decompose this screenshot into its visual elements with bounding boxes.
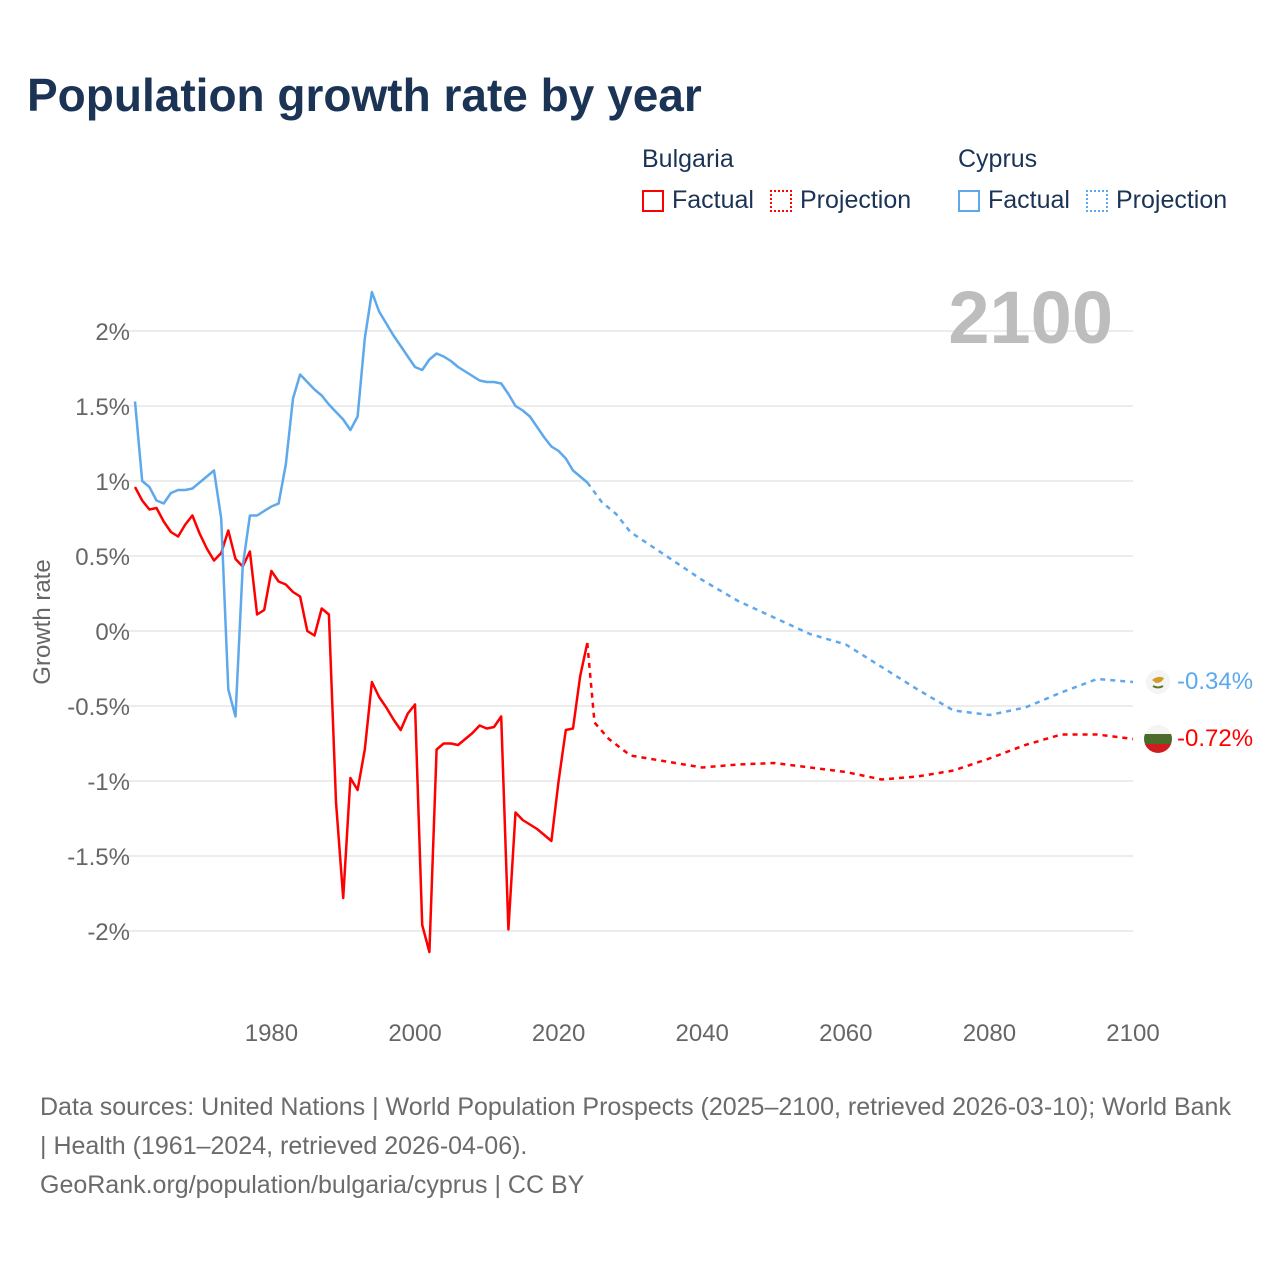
footer: Data sources: United Nations | World Pop…: [40, 1088, 1240, 1205]
x-tick-label: 2060: [819, 1020, 872, 1047]
x-tick-label: 2080: [963, 1020, 1016, 1047]
legend-label: Projection: [799, 186, 912, 214]
legend-cyprus-factual[interactable]: Factual: [958, 186, 1070, 215]
y-tick-label: -1%: [87, 769, 130, 796]
y-tick-label: 2%: [95, 319, 130, 346]
bulgaria-projection-line: [586, 642, 1134, 781]
solid-swatch-icon: [642, 189, 664, 212]
y-tick-label: 0%: [95, 619, 130, 646]
source-link[interactable]: GeoRank.org/population/bulgaria/cyprus |…: [40, 1171, 585, 1199]
legend-country: Cyprus: [958, 145, 1038, 173]
y-tick-label: -0.5%: [67, 694, 130, 721]
data-sources: Data sources: United Nations | World Pop…: [40, 1093, 1231, 1160]
solid-swatch-icon: [958, 189, 980, 212]
dotted-swatch-icon: [769, 189, 792, 212]
x-tick-label: 2040: [676, 1020, 729, 1047]
cyprus-projection-line: [586, 481, 1134, 717]
x-tick-label: 2100: [1106, 1020, 1159, 1047]
y-tick-label: -2%: [87, 919, 130, 946]
legend-label: Factual: [988, 186, 1070, 214]
y-tick-label: 0.5%: [75, 544, 130, 571]
cyprus-flag-icon: [1146, 670, 1170, 694]
legend-bulgaria-projection[interactable]: Projection: [769, 186, 912, 215]
legend-cyprus: Cyprus Factual Projection: [958, 145, 1243, 215]
x-tick-label: 1980: [245, 1020, 298, 1047]
legend-cyprus-projection[interactable]: Projection: [1085, 186, 1228, 215]
y-axis-label: Growth rate: [29, 559, 56, 684]
y-tick-label: 1%: [95, 469, 130, 496]
chart-title: Population growth rate by year: [27, 69, 702, 121]
legend-label: Projection: [1115, 186, 1228, 214]
x-tick-label: 2000: [388, 1020, 441, 1047]
plot-area: 2% 1.5% 1% 0.5% 0% -0.5% -1% -1.5% -2% 1980 2000 20…: [29, 276, 1253, 1047]
y-tick-label: 1.5%: [75, 394, 130, 421]
y-tick-label: -1.5%: [67, 844, 130, 871]
bulgaria-factual-line: [133, 486, 589, 954]
x-tick-label: 2020: [532, 1020, 585, 1047]
cyprus-factual-line: [133, 290, 589, 718]
legend-label: Factual: [672, 186, 754, 214]
legend-bulgaria: Bulgaria Factual Projection: [642, 145, 927, 215]
legend-country: Bulgaria: [642, 145, 734, 173]
dotted-swatch-icon: [1085, 189, 1108, 212]
cyprus-end-label: -0.34%: [1177, 668, 1253, 695]
year-display: 2100: [948, 276, 1113, 359]
bulgaria-end-label: -0.72%: [1177, 725, 1253, 752]
legend-bulgaria-factual[interactable]: Factual: [642, 186, 754, 215]
bulgaria-flag-icon: [1144, 725, 1172, 753]
